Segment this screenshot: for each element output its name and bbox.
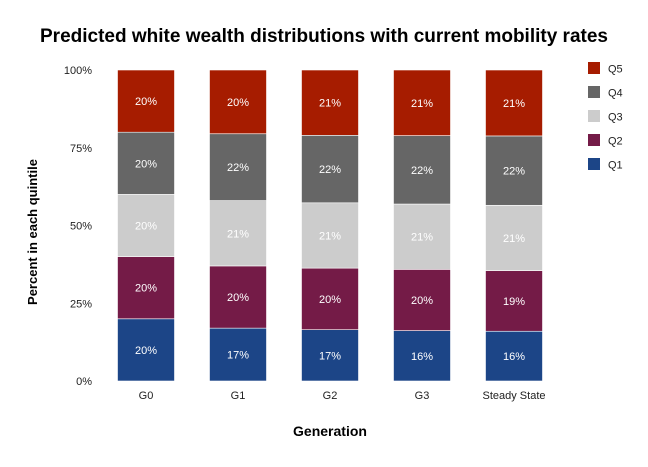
x-tick-label: G2 [323,390,338,402]
data-label: 21% [227,228,249,240]
bar-segment-q1 [301,329,359,382]
bar-segment-q1 [485,330,543,382]
x-tick-label: G0 [139,390,154,402]
legend: Q5 Q4 Q3 Q2 Q1 [588,62,623,172]
legend-swatch-q4 [588,86,600,98]
bar-segment-q3 [485,204,543,271]
data-label: 20% [135,158,157,170]
bar-segment-q4 [209,133,267,201]
data-label: 20% [319,294,341,306]
data-label: 21% [503,98,525,110]
bar-segment-q4 [485,135,543,206]
bar-segment-q4 [393,135,451,205]
bar-segment-q2 [209,265,267,329]
data-label: 20% [227,292,249,304]
data-label: 21% [319,230,341,242]
legend-label-q4: Q4 [608,88,623,100]
data-label: 17% [319,350,341,362]
bar-segment-q5 [393,69,451,136]
x-tick-label: G3 [415,390,430,402]
legend-swatch-q5 [588,62,600,74]
bar-segment-q2 [301,267,359,330]
data-label: 22% [227,162,249,174]
legend-swatch-q3 [588,110,600,122]
data-label: 22% [319,164,341,176]
data-label: 20% [227,97,249,109]
data-label: 20% [135,283,157,295]
data-label: 17% [227,350,249,362]
y-axis: 0% 25% 50% 75% 100% [64,65,92,388]
chart-title: Predicted white wealth distributions wit… [40,26,608,47]
x-tick-label: Steady State [483,390,546,402]
bar-segment-q3 [209,200,267,267]
bars-area: 20% 20% 20% 20% 20% 17% 20% 21% 22% 20% 17% 20% 21% 2… [117,69,543,382]
data-label: 21% [319,98,341,110]
data-label: 16% [503,351,525,363]
y-tick-label: 75% [70,143,92,155]
data-label: 20% [135,345,157,357]
legend-swatch-q1 [588,158,600,170]
legend-label-q1: Q1 [608,160,623,172]
bar-segment-q5 [301,69,359,136]
data-label: 22% [411,165,433,177]
bar-segment-q3 [393,203,451,270]
bar-segment-q2 [393,269,451,331]
bar-segment-q4 [117,131,175,195]
legend-swatch-q2 [588,134,600,146]
bar-segment-q5 [209,69,267,135]
legend-label-q3: Q3 [608,112,623,124]
bar-segment-q1 [117,318,175,382]
y-axis-label: Percent in each quintile [25,159,40,305]
legend-label-q2: Q2 [608,136,623,148]
bar-segment-q2 [117,256,175,320]
bar-segment-q1 [393,330,451,382]
data-label: 20% [411,295,433,307]
y-tick-label: 100% [64,65,92,77]
legend-label-q5: Q5 [608,64,623,76]
data-label: 22% [503,166,525,178]
data-label: 19% [503,296,525,308]
data-label: 21% [411,98,433,110]
bar-segment-q5 [485,69,543,137]
data-label: 20% [135,96,157,108]
data-label: 16% [411,351,433,363]
y-tick-label: 25% [70,298,92,310]
x-tick-label: G1 [231,390,246,402]
data-label: 21% [411,232,433,244]
y-tick-label: 0% [76,376,92,388]
data-label: 20% [135,221,157,233]
bar-segment-q1 [209,327,267,382]
x-axis-label: Generation [293,423,367,439]
bar-segment-q5 [117,69,175,133]
y-tick-label: 50% [70,221,92,233]
data-label: 21% [503,233,525,245]
bar-segment-q3 [301,202,359,269]
x-axis: G0 G1 G2 G3 Steady State [139,390,546,402]
